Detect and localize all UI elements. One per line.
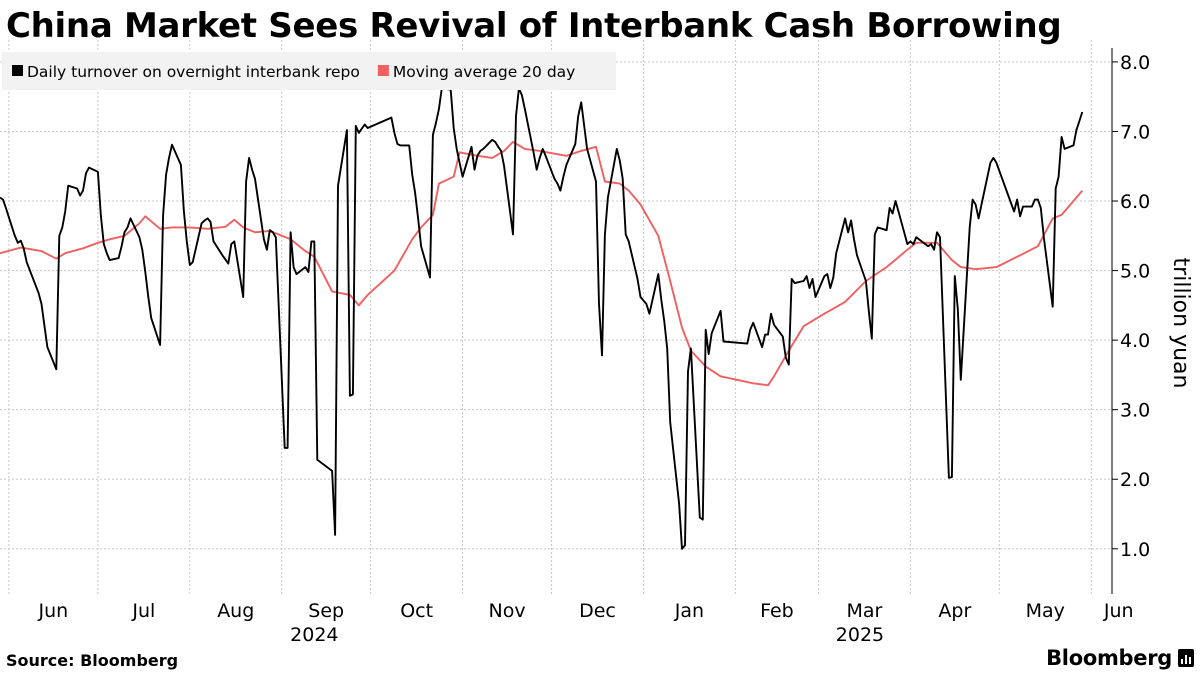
x-tick-label: Nov [489, 600, 526, 622]
bloomberg-chart-icon [1178, 649, 1194, 667]
x-tick-label: Jul [131, 600, 155, 622]
y-tick-label: 6.0 [1120, 191, 1150, 213]
series-moving-average [0, 140, 1084, 387]
legend: Daily turnover on overnight interbank re… [2, 52, 616, 90]
legend-label: Daily turnover on overnight interbank re… [27, 63, 360, 81]
x-tick-label: Feb [760, 600, 794, 622]
y-tick-label: 3.0 [1120, 400, 1150, 422]
legend-background [2, 52, 616, 90]
y-tick-label: 5.0 [1120, 261, 1150, 283]
x-tick-label: Jun [1103, 600, 1134, 622]
x-tick-label: May [1026, 600, 1065, 622]
year-label: 2024 [290, 624, 338, 646]
year-label: 2025 [836, 624, 884, 646]
y-axis-label: trillion yuan [1168, 258, 1193, 389]
x-tick-label: Aug [217, 600, 254, 622]
x-tick-label: Oct [400, 600, 433, 622]
x-tick-label: Mar [846, 600, 882, 622]
x-tick-label: Jan [674, 600, 704, 622]
x-tick-label: Dec [579, 600, 616, 622]
x-tick-label: Sep [308, 600, 344, 622]
axes: 1.0 2.0 3.0 4.0 5.0 6.0 7.0 8.0 Jun Jul Aug Sep Oct N… [38, 48, 1193, 646]
x-tick-label: Apr [938, 600, 971, 622]
chart-title: China Market Sees Revival of Interbank C… [6, 6, 1062, 46]
y-tick-label: 2.0 [1120, 469, 1150, 491]
brand-logo: Bloomberg [1046, 646, 1194, 670]
legend-swatch [12, 65, 23, 76]
y-tick-label: 8.0 [1120, 52, 1150, 74]
grid-lines [0, 40, 1112, 594]
legend-label: Moving average 20 day [393, 63, 575, 81]
series-daily-turnover [0, 87, 1084, 550]
y-tick-label: 7.0 [1120, 121, 1150, 143]
brand-name: Bloomberg [1046, 646, 1172, 670]
series-layer [0, 87, 1084, 550]
y-tick-label: 4.0 [1120, 330, 1150, 352]
x-tick-label: Jun [38, 600, 69, 622]
legend-swatch [377, 65, 389, 76]
y-tick-label: 1.0 [1120, 539, 1150, 561]
source-note: Source: Bloomberg [6, 651, 179, 670]
